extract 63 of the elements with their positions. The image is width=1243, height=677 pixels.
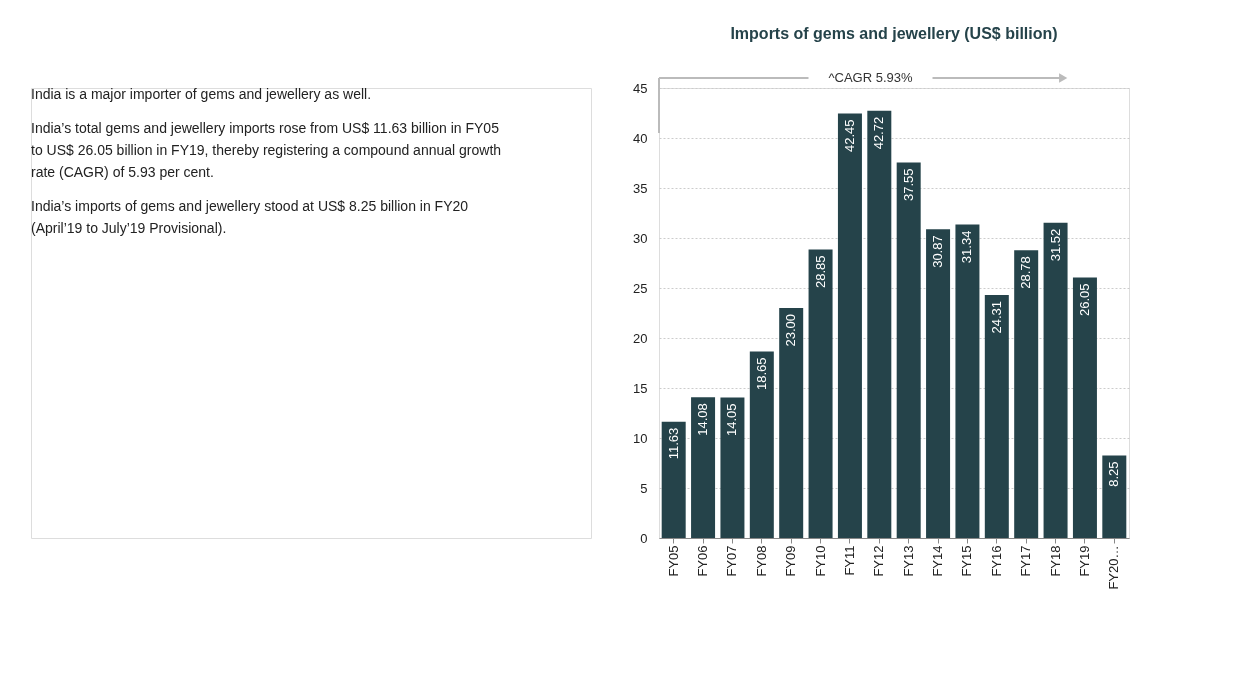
- data-label: 8.25: [1106, 461, 1122, 487]
- bar: [749, 351, 774, 538]
- bar: [896, 162, 921, 538]
- x-tick-label: FY13: [900, 545, 916, 577]
- data-label: 30.87: [930, 235, 946, 268]
- y-tick-label: 10: [633, 430, 648, 446]
- text: India’s imports of gems and jewellery stood at US$ 8.25 billion in FY20 (April’19 to July’19 Provisional).: [31, 198, 469, 236]
- data-label: 23.00: [783, 314, 799, 347]
- x-tick-label: FY14: [930, 545, 946, 577]
- y-tick-label: 35: [633, 180, 648, 196]
- bar: [1072, 277, 1097, 538]
- y-tick-label: 25: [633, 280, 648, 296]
- x-tick-label: FY05: [665, 545, 681, 577]
- data-label: 26.05: [1076, 283, 1092, 317]
- bar: [691, 397, 716, 538]
- data-label: 14.05: [724, 403, 740, 437]
- data-label: 14.08: [695, 403, 711, 436]
- bar: [867, 110, 892, 538]
- x-tick-label: FY09: [783, 545, 799, 577]
- x-tick-label: FY20…: [1106, 545, 1122, 590]
- bar: [1014, 250, 1039, 538]
- data-label: 42.45: [841, 119, 857, 153]
- y-tick-label: 5: [640, 480, 648, 496]
- y-tick-label: 30: [633, 230, 648, 246]
- data-label: 31.34: [959, 230, 975, 264]
- bar: [1102, 455, 1127, 538]
- y-tick-label: 40: [633, 130, 648, 146]
- text: India’s total gems and jewellery imports rose from US$ 11.63 billion in FY05 to US$ 26.05 billion in FY19, thereby registering a compound annual growth rate (CAGR) of 5.93 per cent.: [31, 120, 502, 180]
- text: India is a major importer of gems and jewellery as well.: [31, 86, 372, 102]
- data-label: 42.72: [871, 116, 887, 150]
- x-tick-label: FY18: [1047, 545, 1063, 577]
- x-tick-label: FY10: [812, 545, 828, 577]
- x-tick-label: FY16: [988, 545, 1004, 577]
- bar: [720, 397, 745, 538]
- bar: [1043, 222, 1068, 538]
- y-tick-label: 15: [633, 380, 648, 396]
- data-label: 28.85: [812, 255, 828, 289]
- bar: [837, 113, 862, 538]
- x-tick-label: FY11: [841, 545, 857, 576]
- bar: [984, 294, 1009, 538]
- y-tick-label: 20: [633, 330, 648, 346]
- x-tick-label: FY07: [724, 545, 740, 577]
- chart-title: Imports of gems and jewellery (US$ billion): [730, 25, 1058, 42]
- x-tick-label: FY15: [959, 545, 975, 577]
- data-label: 31.52: [1047, 228, 1063, 262]
- data-label: 28.78: [1018, 256, 1034, 289]
- x-tick-label: FY19: [1076, 545, 1092, 577]
- bar: [779, 308, 804, 538]
- data-label: 24.31: [988, 300, 1004, 334]
- x-tick-label: FY06: [695, 545, 711, 577]
- bar: [926, 229, 951, 538]
- y-tick-label: 45: [633, 80, 648, 96]
- data-label: 18.65: [753, 357, 769, 391]
- text: ^CAGR 5.93%: [828, 70, 913, 85]
- data-label: 11.63: [665, 427, 681, 460]
- bar: [661, 421, 686, 538]
- x-tick-label: FY08: [753, 545, 769, 577]
- data-label: 37.55: [900, 168, 916, 202]
- x-tick-label: FY17: [1018, 545, 1034, 577]
- y-tick-label: 0: [640, 530, 648, 546]
- bar: [955, 224, 980, 538]
- bar: [808, 249, 833, 538]
- x-tick-label: FY12: [871, 545, 887, 577]
